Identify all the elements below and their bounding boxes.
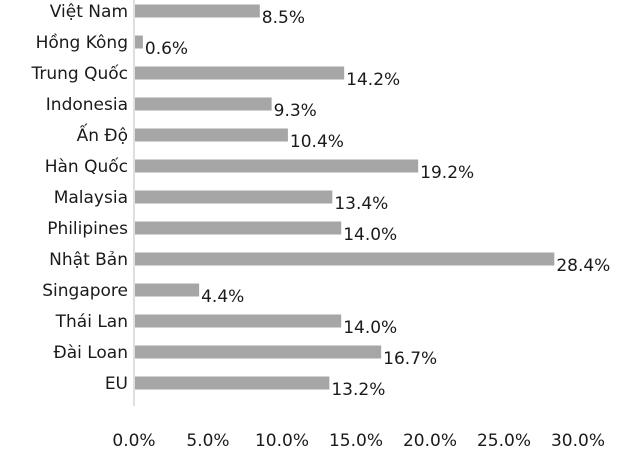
x-tick-label-5: 25.0% (477, 431, 531, 451)
data-label-11: 16.7% (383, 349, 437, 369)
category-label-3: Indonesia (46, 95, 128, 115)
bar-6 (135, 190, 333, 204)
bar-4 (135, 128, 288, 142)
bars-layer (135, 4, 555, 390)
bar-10 (135, 314, 342, 328)
labels-layer: Việt Nam 8.5% Hồng Kông 0.6% Trung Quốc 14.2%… (30, 2, 610, 451)
data-label-1: 0.6% (145, 39, 188, 59)
data-label-12: 13.2% (331, 380, 385, 400)
data-label-10: 14.0% (343, 318, 397, 338)
data-label-6: 13.4% (334, 194, 388, 214)
x-tick-label-3: 15.0% (329, 431, 383, 451)
bar-7 (135, 221, 342, 235)
x-tick-label-0: 0.0% (112, 431, 155, 451)
bar-2 (135, 66, 345, 80)
bar-12 (135, 376, 330, 390)
category-label-10: Thái Lan (55, 312, 128, 332)
category-label-1: Hồng Kông (36, 32, 128, 53)
category-label-8: Nhật Bản (49, 250, 128, 270)
data-label-4: 10.4% (290, 132, 344, 152)
category-label-11: Đài Loan (54, 343, 128, 363)
category-label-2: Trung Quốc (30, 63, 128, 84)
category-label-4: Ấn Độ (77, 122, 128, 146)
data-label-0: 8.5% (262, 8, 305, 28)
category-label-7: Philipines (47, 219, 128, 239)
x-tick-label-1: 5.0% (186, 431, 229, 451)
category-label-6: Malaysia (54, 188, 128, 208)
data-label-8: 28.4% (556, 256, 610, 276)
bar-0 (135, 4, 260, 18)
data-label-2: 14.2% (346, 70, 400, 90)
bar-8 (135, 252, 555, 266)
category-label-9: Singapore (42, 281, 128, 301)
x-tick-label-2: 10.0% (255, 431, 309, 451)
data-label-3: 9.3% (274, 101, 317, 121)
bar-11 (135, 345, 382, 359)
x-tick-label-6: 30.0% (551, 431, 605, 451)
data-label-9: 4.4% (201, 287, 244, 307)
bar-5 (135, 159, 419, 173)
category-label-0: Việt Nam (50, 2, 128, 22)
bar-9 (135, 283, 200, 297)
data-label-5: 19.2% (420, 163, 474, 183)
category-label-12: EU (105, 374, 128, 394)
category-label-5: Hàn Quốc (45, 156, 128, 177)
bar-3 (135, 97, 272, 111)
data-label-7: 14.0% (343, 225, 397, 245)
bar-1 (135, 35, 143, 49)
x-tick-label-4: 20.0% (403, 431, 457, 451)
